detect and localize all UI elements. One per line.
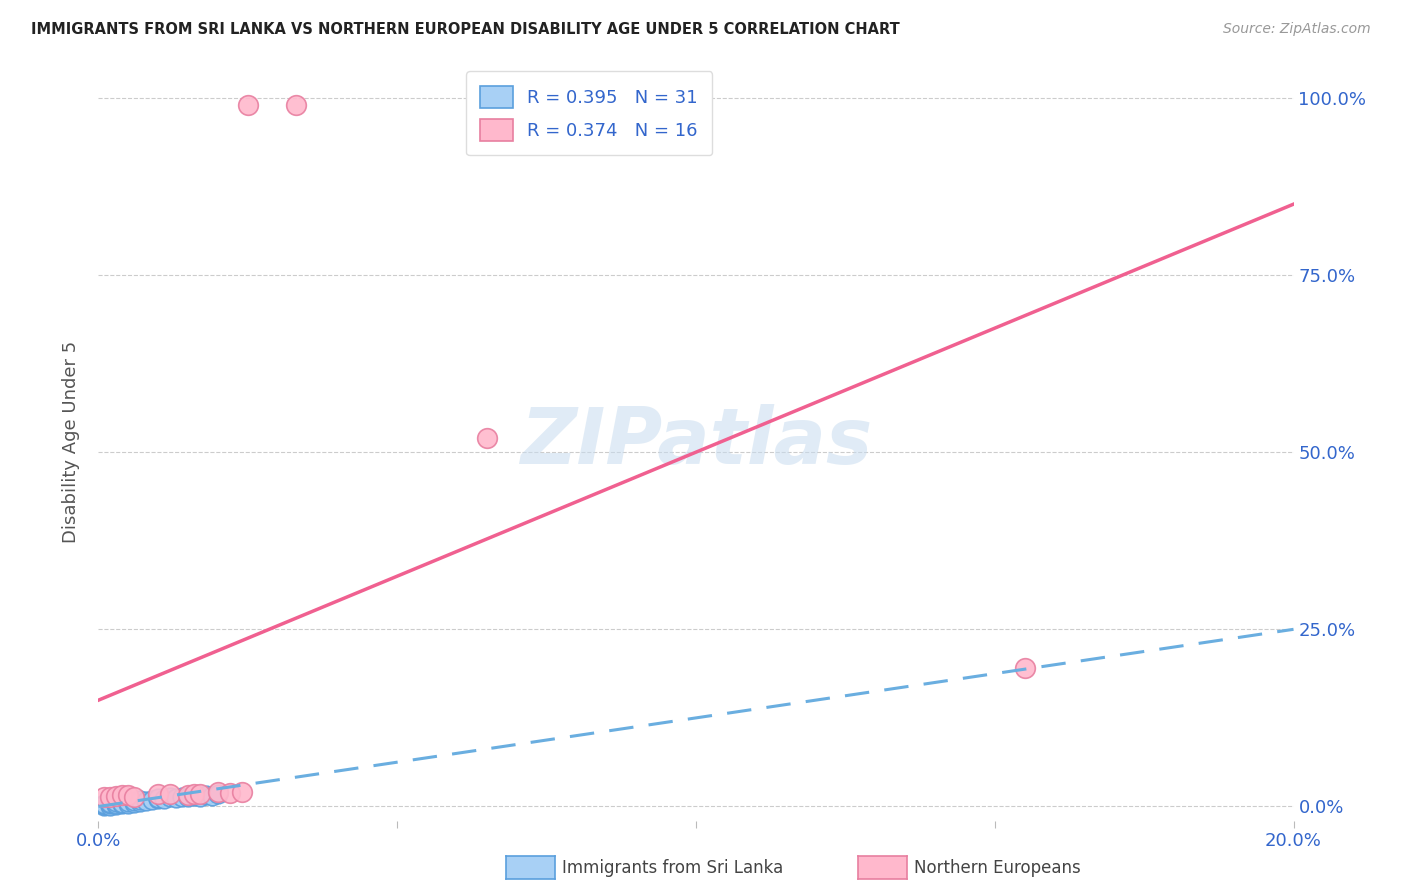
Legend: R = 0.395   N = 31, R = 0.374   N = 16: R = 0.395 N = 31, R = 0.374 N = 16 — [465, 71, 713, 155]
Point — [141, 793, 163, 807]
Point — [135, 794, 157, 808]
Point — [177, 788, 200, 802]
Point — [165, 791, 187, 805]
Point — [172, 789, 194, 804]
Point — [98, 797, 122, 812]
Text: Northern Europeans: Northern Europeans — [914, 859, 1081, 877]
Point — [98, 790, 122, 805]
Point — [159, 790, 181, 805]
Point — [188, 789, 211, 804]
Point — [93, 798, 115, 813]
Point — [98, 796, 122, 810]
Point — [124, 796, 146, 810]
Point — [105, 798, 128, 813]
Point — [105, 795, 128, 809]
Point — [236, 98, 259, 112]
Point — [177, 790, 200, 805]
Point — [183, 789, 205, 803]
Point — [148, 788, 170, 802]
Point — [117, 788, 139, 802]
Point — [183, 788, 205, 802]
Point — [219, 786, 242, 800]
Text: ZIPatlas: ZIPatlas — [520, 403, 872, 480]
Point — [117, 795, 139, 809]
Text: Immigrants from Sri Lanka: Immigrants from Sri Lanka — [562, 859, 783, 877]
Point — [201, 789, 224, 803]
Point — [207, 785, 229, 799]
Point — [111, 796, 134, 810]
Point — [105, 797, 128, 811]
Point — [153, 791, 176, 805]
Point — [195, 788, 218, 802]
Point — [159, 787, 181, 801]
Point — [188, 787, 211, 801]
Point — [148, 792, 170, 806]
Point — [105, 789, 128, 803]
Point — [111, 788, 134, 802]
Point — [93, 790, 115, 805]
Point — [207, 788, 229, 802]
Text: Source: ZipAtlas.com: Source: ZipAtlas.com — [1223, 22, 1371, 37]
Point — [1014, 661, 1036, 675]
Point — [475, 431, 498, 445]
Point — [93, 799, 115, 814]
Point — [231, 785, 253, 799]
Point — [124, 794, 146, 808]
Point — [129, 793, 152, 807]
Point — [98, 798, 122, 813]
Point — [93, 797, 115, 811]
Point — [129, 795, 152, 809]
Point — [111, 797, 134, 812]
Point — [284, 98, 307, 112]
Point — [148, 791, 170, 805]
Point — [117, 797, 139, 811]
Text: IMMIGRANTS FROM SRI LANKA VS NORTHERN EUROPEAN DISABILITY AGE UNDER 5 CORRELATIO: IMMIGRANTS FROM SRI LANKA VS NORTHERN EU… — [31, 22, 900, 37]
Y-axis label: Disability Age Under 5: Disability Age Under 5 — [62, 341, 80, 542]
Point — [124, 790, 146, 805]
